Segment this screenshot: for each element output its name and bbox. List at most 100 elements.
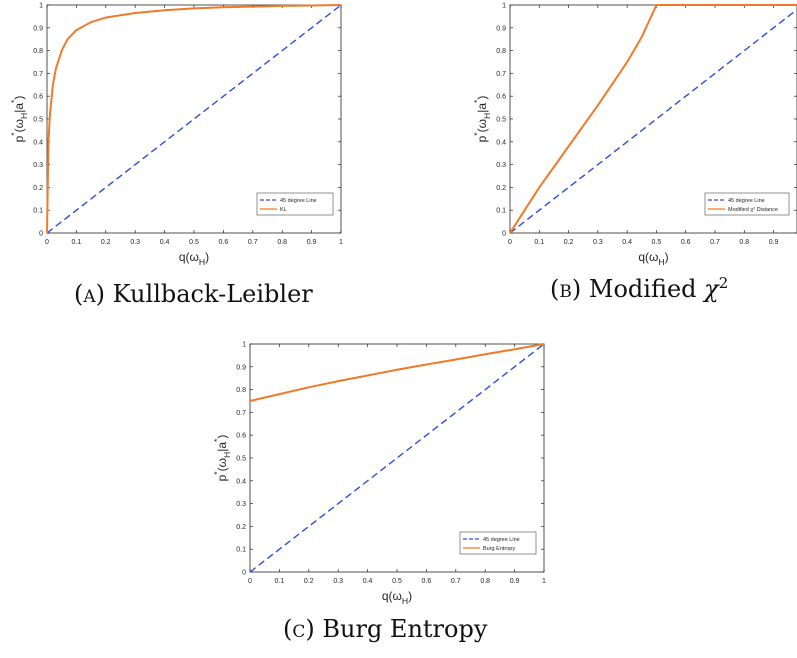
x-tick-label: 0.4 <box>622 239 632 246</box>
y-tick-label: 0.8 <box>236 387 246 394</box>
caption-a-tag: (a) <box>74 280 106 308</box>
chart-kullback-leibler: 0 0.1 0.2 0.3 0.4 0.5 0.6 0.7 0.8 0.9 1 0 0.1 0.2 0.3 0… <box>9 3 343 268</box>
legend-label: 45 degree Line <box>728 198 765 204</box>
x-tick-label: 1 <box>339 239 343 246</box>
y-tick-label: 0.3 <box>236 501 246 508</box>
y-tick-label: 0.6 <box>33 94 43 101</box>
y-tick-label: 0.4 <box>33 139 43 146</box>
x-tick-label: 0 <box>508 239 512 246</box>
y-tick-label: 1 <box>502 3 506 10</box>
caption-c: (c) Burg Entropy <box>283 615 487 643</box>
x-axis-label: q(ωH) <box>638 250 668 267</box>
x-tick-label: 0.9 <box>307 239 317 246</box>
x-tick-label: 0.1 <box>534 239 544 246</box>
y-tick-label: 0 <box>39 231 43 238</box>
y-tick-label: 0 <box>242 570 246 577</box>
x-tick-label: 0.9 <box>510 578 520 585</box>
legend-label: KL <box>280 207 287 213</box>
y-tick-label: 0.5 <box>496 117 506 124</box>
series-line-45-degree <box>46 4 342 234</box>
x-tick-label: 0 <box>248 578 252 585</box>
y-tick-label: 0.7 <box>496 71 506 78</box>
series-line-45-degree <box>509 9 797 234</box>
x-tick-label: 0.9 <box>769 239 779 246</box>
x-tick-label: 0.7 <box>248 239 258 246</box>
y-tick-label: 0.2 <box>33 185 43 192</box>
x-tick-label: 0.4 <box>160 239 170 246</box>
caption-c-tag: (c) <box>283 615 315 643</box>
y-tick-label: 0.8 <box>496 48 506 55</box>
y-axis-label: p*(ωH|a*) <box>472 96 492 143</box>
caption-a-text: Kullback-Leibler <box>112 280 313 308</box>
series-line-curve <box>46 4 342 234</box>
x-tick-label: 0.6 <box>219 239 229 246</box>
x-tick-label: 0.1 <box>275 578 285 585</box>
y-tick-label: 0.5 <box>33 117 43 124</box>
y-tick-label: 0.8 <box>33 48 43 55</box>
x-tick-label: 0.5 <box>652 239 662 246</box>
series-line-45-degree <box>249 343 545 573</box>
y-tick-label: 0.9 <box>236 364 246 371</box>
y-tick-label: 0.3 <box>33 162 43 169</box>
legend: 45 degree Line Burg Entropy <box>459 531 537 555</box>
caption-a: (a) Kullback-Leibler <box>74 280 313 308</box>
y-tick-label: 0.7 <box>236 410 246 417</box>
x-tick-label: 0.3 <box>593 239 603 246</box>
y-tick-label: 0.6 <box>496 94 506 101</box>
x-tick-label: 0.8 <box>739 239 749 246</box>
legend-box <box>256 192 334 216</box>
caption-b-text: Modified <box>588 275 705 303</box>
y-tick-label: 0.2 <box>496 185 506 192</box>
caption-b-symbol: χ <box>704 275 719 303</box>
y-tick-label: 0.2 <box>236 524 246 531</box>
x-tick-label: 0.8 <box>480 578 490 585</box>
y-axis-label: p*(ωH|a*) <box>9 96 29 143</box>
legend: 45 degree Line KL <box>256 192 334 216</box>
legend-label: Burg Entropy <box>483 546 515 552</box>
y-tick-label: 0.9 <box>33 25 43 32</box>
x-tick-label: 0.2 <box>304 578 314 585</box>
x-axis-label: q(ωH) <box>382 589 412 605</box>
y-tick-label: 1 <box>39 3 43 10</box>
x-tick-label: 0.1 <box>72 239 82 246</box>
y-tick-label: 0.1 <box>236 547 246 554</box>
x-tick-label: 0.5 <box>392 578 402 585</box>
x-axis-label: q(ωH) <box>179 250 209 267</box>
x-tick-label: 0.2 <box>564 239 574 246</box>
x-tick-label: 0.7 <box>451 578 461 585</box>
x-tick-label: 1 <box>542 578 546 585</box>
chart-modified-chi2: 0 0.1 0.2 0.3 0.4 0.5 0.6 0.7 0.8 0.9 0 0.1 0.2 0.3 0.… <box>472 3 797 267</box>
x-tick-label: 0.3 <box>130 239 140 246</box>
chart-burg-entropy: 0 0.1 0.2 0.3 0.4 0.5 0.6 0.7 0.8 0.9 1 0 0.1 0.2 0.3 0… <box>212 342 546 606</box>
y-tick-label: 0.3 <box>496 162 506 169</box>
y-tick-label: 0.4 <box>496 139 506 146</box>
legend-label: 45 degree Line <box>483 537 520 543</box>
series-line-curve <box>509 4 797 234</box>
x-tick-label: 0.7 <box>710 239 720 246</box>
legend-label: Modified χ² Distance <box>728 207 778 213</box>
y-tick-label: 0.1 <box>496 208 506 215</box>
caption-c-text: Burg Entropy <box>322 615 488 643</box>
x-tick-label: 0 <box>45 239 49 246</box>
legend-label: 45 degree Line <box>280 198 317 204</box>
y-tick-label: 0.1 <box>33 208 43 215</box>
x-tick-label: 0.2 <box>101 239 111 246</box>
caption-b-tag: (b) <box>550 275 582 303</box>
y-tick-label: 0.6 <box>236 433 246 440</box>
x-tick-label: 0.5 <box>189 239 199 246</box>
x-tick-label: 0.6 <box>422 578 432 585</box>
x-tick-label: 0.4 <box>363 578 373 585</box>
y-tick-label: 1 <box>242 342 246 349</box>
y-tick-label: 0.4 <box>236 478 246 485</box>
y-tick-label: 0.5 <box>236 456 246 463</box>
y-tick-label: 0.7 <box>33 71 43 78</box>
x-tick-label: 0.3 <box>333 578 343 585</box>
series-line-curve <box>249 343 545 402</box>
x-tick-label: 0.8 <box>277 239 287 246</box>
legend: 45 degree Line Modified χ² Distance <box>704 192 790 216</box>
caption-b: (b) Modified χ2 <box>550 274 728 303</box>
y-tick-label: 0 <box>502 231 506 238</box>
x-tick-label: 0.6 <box>681 239 691 246</box>
y-axis-label: p*(ωH|a*) <box>212 435 232 482</box>
caption-b-superscript: 2 <box>718 274 729 292</box>
